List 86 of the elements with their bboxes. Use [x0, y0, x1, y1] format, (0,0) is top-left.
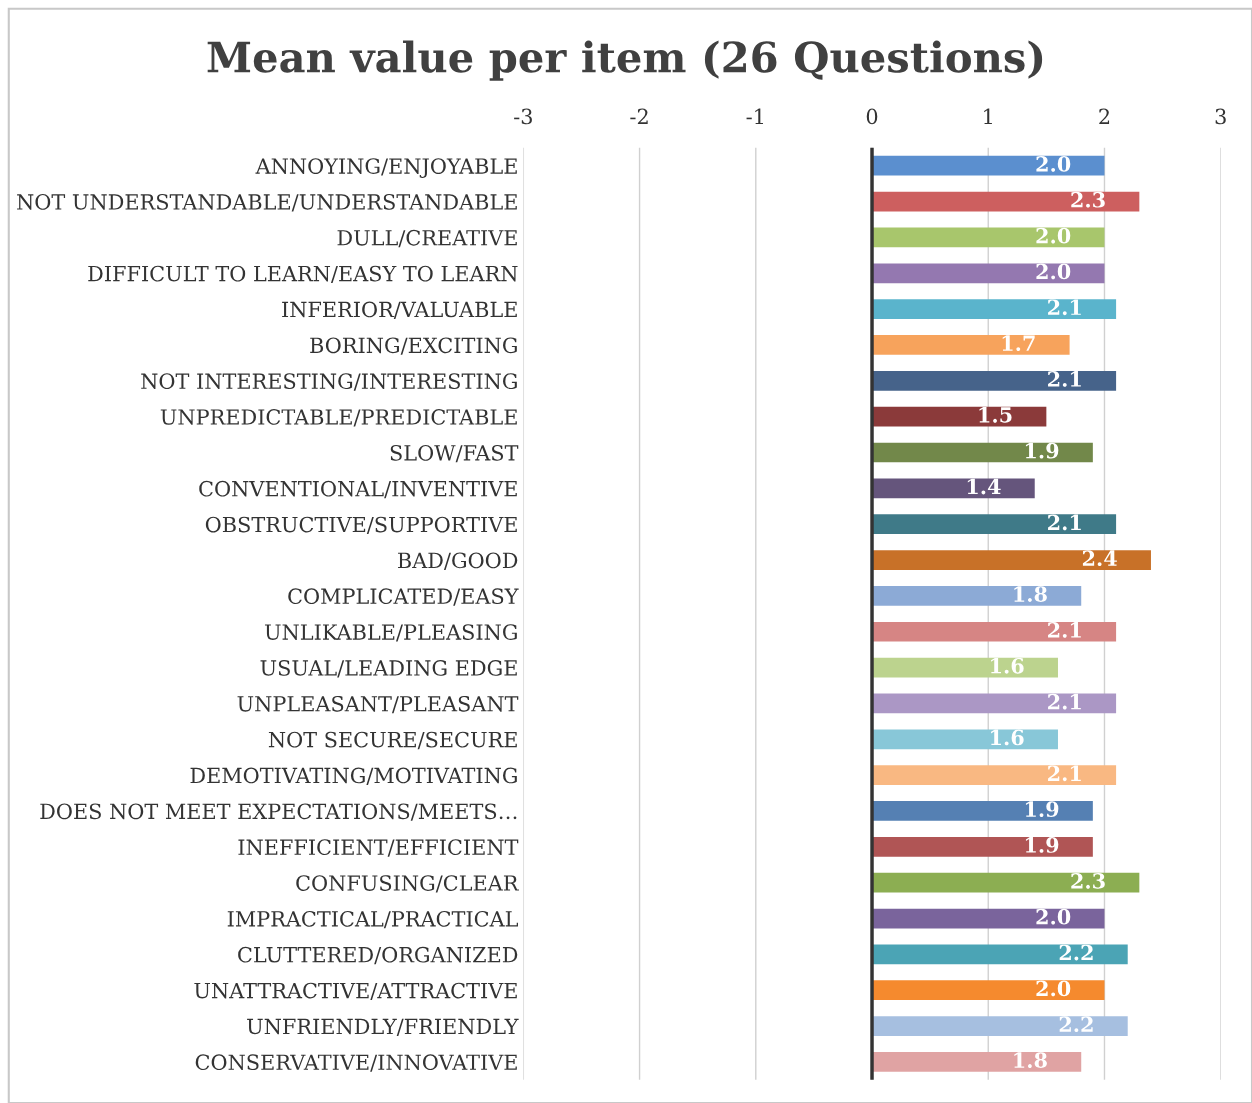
bar — [872, 1052, 1082, 1072]
bar — [872, 621, 1117, 642]
y-tick-label: UNFRIENDLY/FRIENDLY — [247, 1018, 519, 1036]
y-tick-label: DOES NOT MEET EXPECTATIONS/MEETS… — [40, 803, 517, 821]
x-tick-label: 3 — [1215, 108, 1226, 125]
x-tick-label: 1 — [984, 108, 992, 125]
data-label: 2.0 — [1036, 980, 1071, 997]
data-label: 2.1 — [1048, 693, 1081, 710]
data-label: 2.4 — [1082, 550, 1117, 567]
chart-title: Mean value per item (26 Questions) — [207, 40, 1043, 81]
data-label: 2.0 — [1036, 908, 1071, 925]
bar — [872, 586, 1082, 606]
y-tick-label: BAD/GOOD — [398, 552, 518, 570]
x-tick-label: 0 — [866, 108, 878, 125]
data-label: 2.3 — [1071, 872, 1105, 889]
y-tick-label: UNPLEASANT/PLEASANT — [237, 695, 519, 714]
data-label: 2.3 — [1071, 191, 1105, 208]
y-tick-label: CONFUSING/CLEAR — [296, 875, 519, 893]
data-label: 1.9 — [1025, 442, 1059, 459]
bar — [872, 550, 1151, 570]
bar — [872, 370, 1117, 391]
data-label: 1.8 — [1014, 1052, 1047, 1068]
bar — [872, 263, 1105, 284]
y-tick-label: BORING/EXCITING — [310, 337, 517, 355]
y-tick-label: DIFFICULT TO LEARN/EASY TO LEARN — [88, 265, 518, 284]
data-label: 2.1 — [1048, 765, 1081, 782]
x-tick-label: -3 — [514, 108, 532, 125]
y-tick-label: SLOW/FAST — [390, 444, 519, 463]
bar — [872, 227, 1105, 248]
y-tick-label: DEMOTIVATING/MOTIVATING — [190, 767, 517, 785]
bar — [872, 299, 1117, 319]
bar — [872, 657, 1058, 678]
data-label: 2.0 — [1036, 227, 1071, 244]
y-tick-label: UNATTRACTIVE/ATTRACTIVE — [194, 982, 517, 1001]
bar — [872, 191, 1140, 212]
y-tick-label: ANNOYING/ENJOYABLE — [255, 158, 517, 178]
y-tick-label: UNLIKABLE/PLEASING — [264, 624, 517, 642]
bar — [872, 335, 1070, 355]
bar — [872, 155, 1105, 176]
y-tick-label: INEFFICIENT/EFFICIENT — [238, 839, 519, 857]
bar — [872, 693, 1117, 714]
data-label: 2.1 — [1048, 622, 1081, 638]
data-label: 1.9 — [1025, 837, 1059, 853]
x-tick-label: -2 — [630, 108, 648, 125]
x-tick-label: 2 — [1099, 108, 1110, 125]
data-label: 1.7 — [1002, 335, 1035, 352]
data-label: 2.1 — [1048, 299, 1081, 316]
bar — [872, 514, 1117, 535]
bar — [872, 944, 1128, 965]
bar — [872, 406, 1047, 427]
data-label: 2.0 — [1036, 156, 1071, 172]
bar — [872, 980, 1105, 1001]
bar — [872, 478, 1035, 499]
data-label: 2.1 — [1048, 371, 1081, 387]
bar — [872, 908, 1105, 929]
y-tick-label: NOT INTERESTING/INTERESTING — [141, 373, 517, 391]
y-tick-label: CONVENTIONAL/INVENTIVE — [199, 480, 517, 499]
y-tick-label: IMPRACTICAL/PRACTICAL — [227, 910, 518, 929]
bar — [872, 801, 1093, 821]
bar — [872, 442, 1093, 463]
x-tick-label: -1 — [746, 108, 763, 125]
data-label: 2.2 — [1059, 944, 1093, 961]
data-label: 2.1 — [1048, 514, 1081, 531]
y-tick-label: USUAL/LEADING EDGE — [260, 660, 517, 678]
bar — [872, 872, 1140, 893]
bar — [872, 1016, 1128, 1036]
data-label: 2.0 — [1036, 263, 1071, 280]
y-tick-label: OBSTRUCTIVE/SUPPORTIVE — [205, 516, 517, 535]
bar — [872, 729, 1058, 750]
data-label: 1.6 — [991, 729, 1024, 746]
data-label: 1.4 — [967, 478, 1001, 495]
y-tick-label: CONSERVATIVE/INNOVATIVE — [195, 1054, 517, 1072]
y-tick-label: DULL/CREATIVE — [337, 229, 517, 248]
data-label: 1.6 — [991, 657, 1024, 674]
y-tick-label: CLUTTERED/ORGANIZED — [238, 946, 518, 965]
y-tick-label: INFERIOR/VALUABLE — [282, 301, 517, 319]
data-label: 2.2 — [1059, 1016, 1093, 1033]
y-tick-label: NOT SECURE/SECURE — [268, 731, 517, 750]
bar — [872, 765, 1117, 785]
data-label: 1.5 — [979, 406, 1012, 423]
data-label: 1.9 — [1025, 801, 1059, 818]
y-tick-label: UNPREDICTABLE/PREDICTABLE — [160, 409, 517, 427]
y-tick-label: NOT UNDERSTANDABLE/UNDERSTANDABLE — [17, 194, 517, 212]
bar — [872, 836, 1093, 857]
data-label: 1.8 — [1014, 586, 1047, 602]
y-tick-label: COMPLICATED/EASY — [288, 588, 519, 606]
